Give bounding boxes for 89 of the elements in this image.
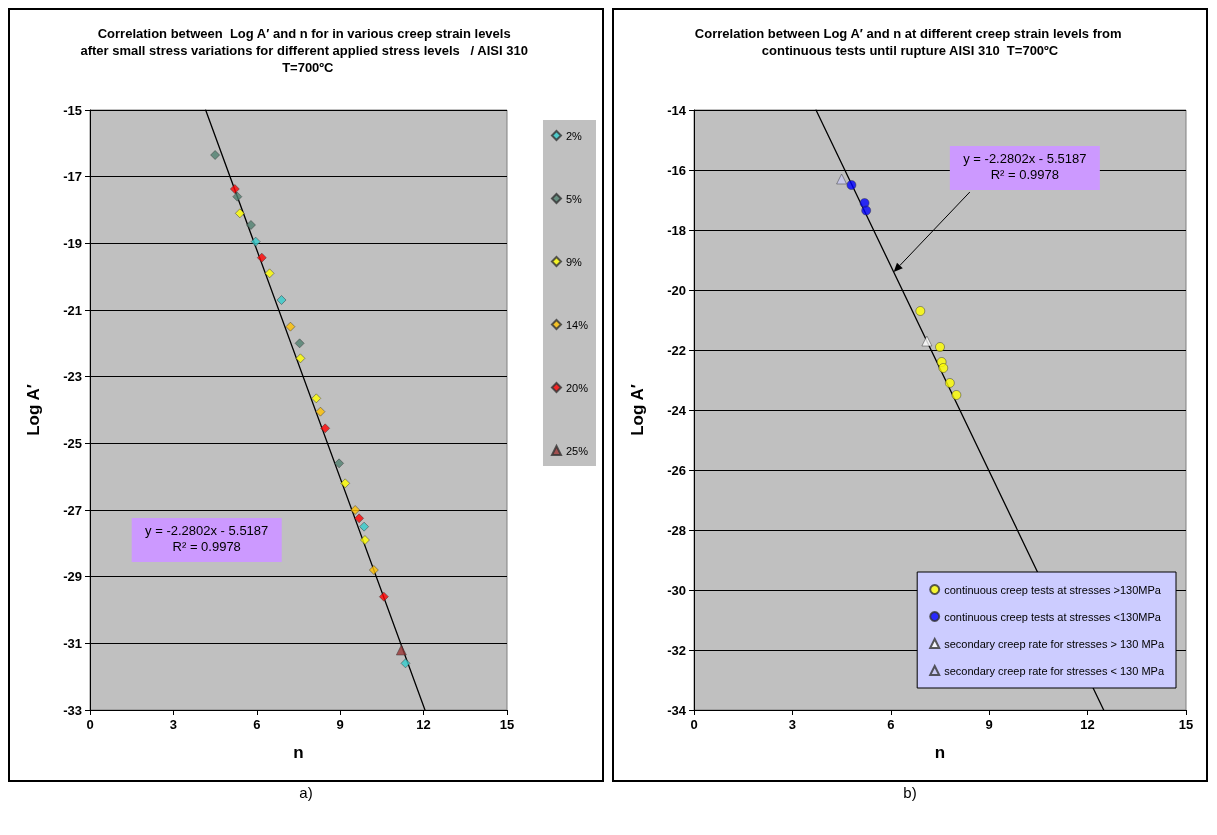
y-tick-label: -21: [63, 302, 82, 318]
y-tick-label: -28: [667, 522, 686, 538]
x-axis-title: n: [293, 743, 304, 762]
point: [360, 535, 370, 545]
point: [846, 180, 857, 190]
point: [938, 363, 949, 373]
legend-label: 2%: [565, 129, 583, 142]
point: [235, 208, 245, 219]
x-tick-label: 15: [499, 717, 515, 732]
point: [354, 513, 364, 524]
point: [230, 184, 240, 194]
y-tick-label: -26: [667, 462, 686, 478]
chart-title: Correlation between Log A′ and n for in various creep strain levels after small stress variations for different applied stress levels / AISI 310 T=700ºC: [80, 26, 532, 75]
legend-label: 20%: [565, 381, 589, 394]
point: [315, 406, 326, 417]
point: [921, 335, 933, 347]
y-tick-label: -23: [63, 369, 82, 385]
point: [257, 252, 267, 263]
point: [935, 342, 945, 352]
x-axis-title: n: [934, 743, 946, 762]
y-tick-label: -31: [63, 635, 82, 651]
x-tick-label: 12: [416, 717, 431, 732]
y-tick-label: -24: [667, 402, 687, 418]
point: [915, 306, 926, 316]
x-tick-label: 15: [1178, 717, 1194, 732]
x-tick-label: 6: [887, 717, 895, 732]
legend-label: 25%: [565, 444, 589, 457]
point: [210, 150, 220, 160]
point: [945, 378, 955, 388]
y-tick-label: -30: [667, 582, 686, 598]
y-tick-label: -20: [667, 282, 686, 298]
y-tick-label: -19: [63, 235, 82, 251]
legend-label: secondary creep rate for stresses > 130 MPa: [944, 637, 1165, 650]
y-tick-label: -22: [667, 342, 686, 358]
chart-title: Correlation between Log A′ and n at different creep strain levels from continuous tests until rupture AISI 310 T=700ºC: [694, 26, 1126, 58]
x-tick-label: 12: [1080, 717, 1095, 732]
point: [359, 521, 369, 532]
x-tick-label: 9: [985, 717, 993, 732]
point: [264, 268, 275, 279]
point: [340, 478, 350, 489]
text: a): [299, 784, 313, 801]
y-axis-title: Log A′: [24, 384, 43, 436]
x-tick-label: 3: [169, 717, 178, 732]
legend-label: 9%: [565, 255, 583, 268]
y-tick-label: -17: [63, 169, 82, 185]
point: [285, 321, 296, 332]
point: [400, 658, 411, 669]
y-tick-label: -34: [667, 702, 687, 718]
y-tick-label: -18: [667, 222, 686, 238]
y-tick-label: -27: [63, 502, 82, 518]
y-tick-label: -25: [63, 435, 82, 451]
y-tick-label: -33: [63, 702, 82, 718]
point: [379, 591, 389, 602]
annotation: y = -2.2802x - 5.5187: [145, 523, 269, 538]
point: [836, 173, 847, 185]
x-tick-label: 0: [690, 717, 698, 732]
y-tick-label: -29: [63, 569, 82, 585]
point: [246, 220, 256, 230]
point: [294, 338, 305, 349]
x-tick-label: 0: [86, 717, 94, 732]
x-tick-label: 6: [253, 717, 261, 732]
y-tick-label: -32: [667, 642, 686, 658]
text: b): [903, 784, 917, 801]
annotation: y = -2.2802x - 5.5187: [963, 151, 1087, 166]
point: [396, 644, 407, 656]
point: [232, 191, 243, 202]
y-tick-label: -14: [667, 102, 687, 118]
y-tick-label: -16: [667, 162, 686, 178]
x-tick-label: 9: [336, 717, 344, 732]
point: [861, 205, 871, 216]
legend-label: 5%: [565, 192, 583, 205]
point: [320, 423, 330, 434]
point: [350, 505, 361, 515]
point: [295, 353, 306, 364]
point: [951, 390, 962, 400]
annotation: R² = 0.9978: [172, 539, 241, 554]
legend-label: continuous creep tests at stresses >130MPa: [944, 583, 1162, 596]
point: [250, 236, 261, 247]
point: [334, 458, 344, 469]
annotation: R² = 0.9978: [990, 167, 1059, 182]
y-tick-label: -15: [63, 102, 82, 118]
legend-label: 14%: [565, 318, 589, 331]
point: [369, 565, 379, 575]
point: [311, 393, 322, 404]
legend-label: secondary creep rate for stresses < 130 MPa: [944, 664, 1165, 677]
y-axis-title: Log A′: [628, 384, 647, 436]
x-tick-label: 3: [788, 717, 797, 732]
legend-label: continuous creep tests at stresses <130MPa: [944, 610, 1162, 623]
point: [276, 295, 287, 305]
